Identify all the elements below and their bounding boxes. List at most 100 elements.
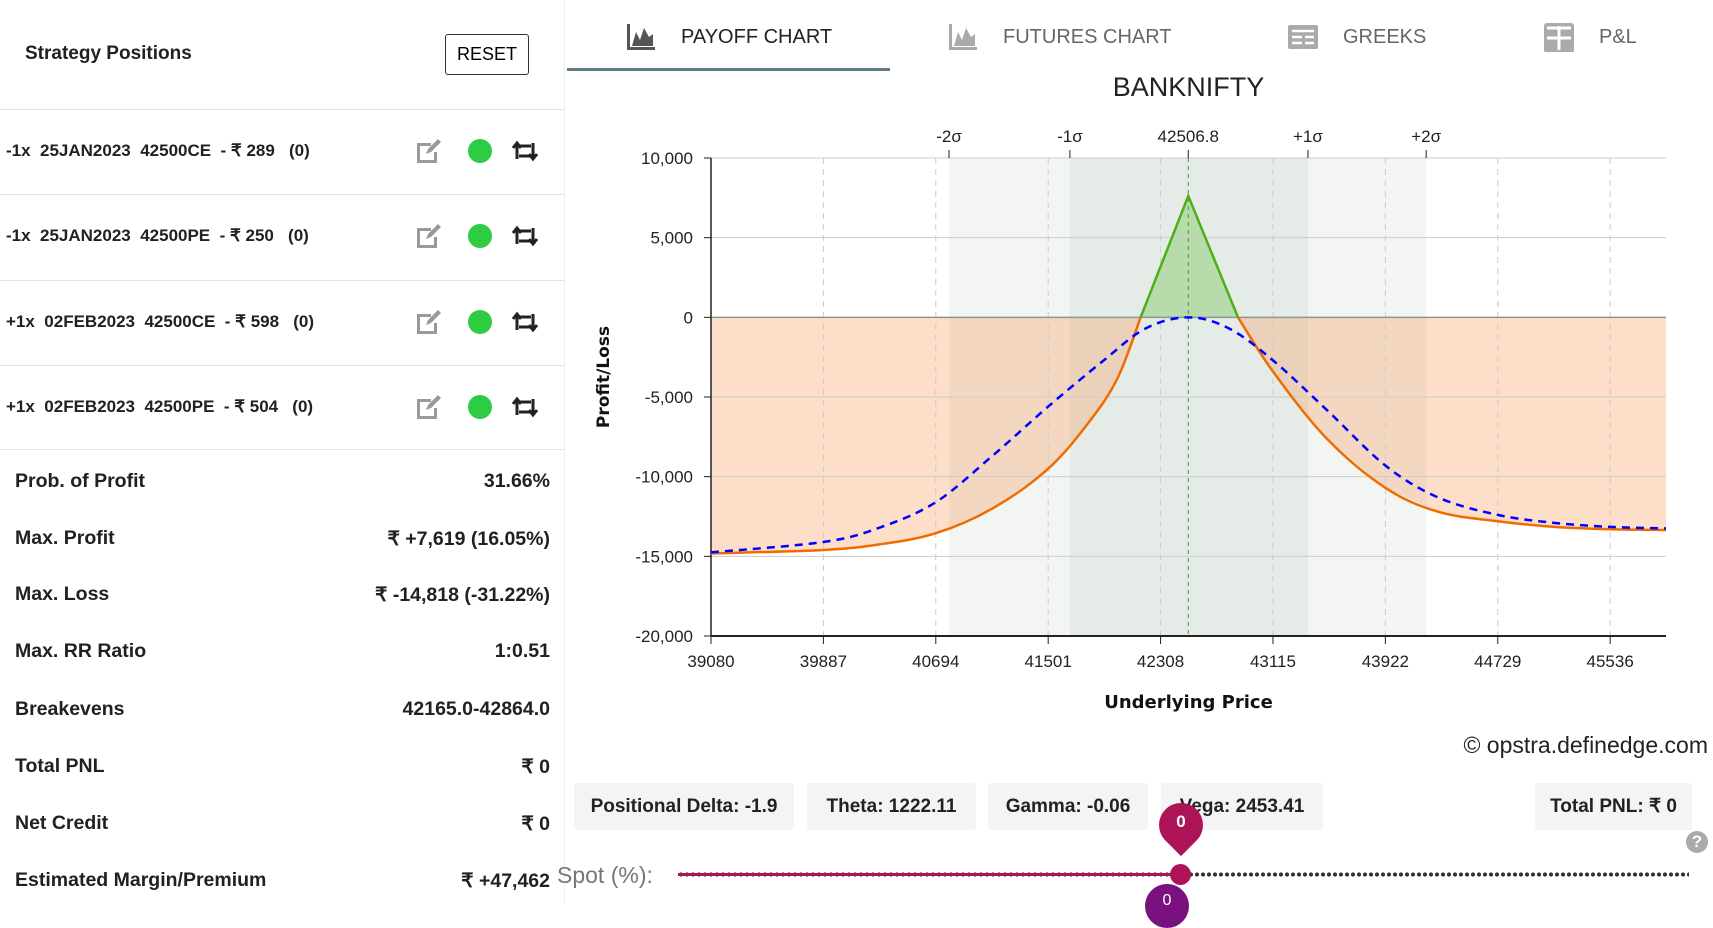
t0-line <box>710 316 1667 554</box>
divider <box>0 365 565 366</box>
slider-fill <box>678 873 1180 876</box>
y-tick-label: 0 <box>684 308 693 327</box>
swap-icon[interactable] <box>510 221 540 251</box>
y-tick-label: -5,000 <box>645 388 693 407</box>
divider <box>0 280 565 281</box>
stat-value: ₹ +7,619 (16.05%) <box>387 528 550 550</box>
total-pnl-box: Total PNL: ₹ 0 <box>1535 783 1692 830</box>
x-tick-label: 43922 <box>1362 652 1409 671</box>
stat-value: 31.66% <box>483 470 550 492</box>
y-tick-label: 5,000 <box>650 229 693 248</box>
active-toggle[interactable] <box>468 139 492 163</box>
vega-box: Vega: 2453.41 <box>1161 783 1323 830</box>
grid-icon <box>1544 23 1574 52</box>
x-axis-label: Underlying Price <box>1104 692 1273 713</box>
position-label: -1x 25JAN2023 42500CE - ₹ 289 (0) <box>6 141 310 160</box>
edit-icon[interactable] <box>414 307 444 337</box>
stat-label: Estimated Margin/Premium <box>15 869 267 891</box>
tab-3[interactable]: P&L <box>1541 22 1637 52</box>
strategy-panel: Strategy Positions RESET -1x 25JAN2023 4… <box>0 0 565 903</box>
slider-handle[interactable] <box>1170 864 1191 885</box>
active-toggle[interactable] <box>468 395 492 419</box>
sigma-label: +1σ <box>1293 127 1323 146</box>
edit-icon[interactable] <box>414 221 444 251</box>
divider <box>0 449 565 450</box>
stat-label: Breakevens <box>15 698 125 720</box>
x-tick-label: 42308 <box>1137 652 1184 671</box>
stat-value: 42165.0-42864.0 <box>402 698 550 720</box>
position-label: -1x 25JAN2023 42500PE - ₹ 250 (0) <box>6 226 309 245</box>
active-toggle[interactable] <box>468 310 492 334</box>
x-tick-label: 43115 <box>1250 652 1296 671</box>
spot-label: Spot (%): <box>557 862 653 888</box>
x-tick-label: 45536 <box>1587 652 1634 671</box>
tab-1[interactable]: FUTURES CHART <box>945 22 1172 52</box>
y-tick-label: 10,000 <box>641 149 693 168</box>
x-tick-label: 41501 <box>1025 652 1072 671</box>
stat-label: Max. Profit <box>15 527 115 549</box>
stat-value: ₹ 0 <box>521 756 550 778</box>
delta-box: Positional Delta: -1.9 <box>574 783 794 830</box>
stat-row: Max. RR Ratio 1:0.51 <box>15 640 550 663</box>
stat-row: Max. Loss ₹ -14,818 (-31.22%) <box>15 583 550 607</box>
stat-row: Prob. of Profit 31.66% <box>15 470 550 493</box>
spot-label: 42506.8 <box>1158 127 1219 146</box>
x-tick-label: 39887 <box>800 652 847 671</box>
profit-area <box>1140 195 1239 318</box>
sigma-label: -1σ <box>1057 127 1083 146</box>
stat-row: Max. Profit ₹ +7,619 (16.05%) <box>15 527 550 551</box>
tab-label: PAYOFF CHART <box>681 25 833 48</box>
expiry-loss-line <box>710 316 1142 555</box>
active-toggle[interactable] <box>468 224 492 248</box>
stat-row: Net Credit ₹ 0 <box>15 812 550 836</box>
payoff-chart: 39080 39887 40694 41501 42308 43115 43922 44729… <box>594 72 1667 713</box>
stat-label: Prob. of Profit <box>15 470 145 492</box>
area-chart-icon <box>949 24 977 50</box>
help-icon[interactable]: ? <box>1686 831 1708 853</box>
stat-value: ₹ -14,818 (-31.22%) <box>375 584 550 606</box>
tab-0[interactable]: PAYOFF CHART <box>623 22 832 52</box>
stat-row: Estimated Margin/Premium ₹ +47,462 <box>15 869 550 893</box>
tab-label: FUTURES CHART <box>1003 25 1172 48</box>
stat-label: Max. Loss <box>15 583 110 605</box>
x-tick-label: 39080 <box>687 652 734 671</box>
stat-row: Total PNL ₹ 0 <box>15 755 550 779</box>
slider-lower-pin: 0 <box>1145 884 1189 928</box>
table-icon <box>1288 25 1318 49</box>
tab-2[interactable]: GREEKS <box>1285 22 1426 52</box>
edit-icon[interactable] <box>414 392 444 422</box>
divider <box>0 194 565 195</box>
sigma-label: -2σ <box>936 127 962 146</box>
edit-icon[interactable] <box>414 136 444 166</box>
active-tab-indicator <box>567 68 890 71</box>
position-label: +1x 02FEB2023 42500PE - ₹ 504 (0) <box>6 397 314 416</box>
position-label: +1x 02FEB2023 42500CE - ₹ 598 (0) <box>6 312 315 331</box>
divider <box>0 109 565 110</box>
stat-value: ₹ +47,462 <box>461 870 550 892</box>
area-chart-icon <box>627 24 655 50</box>
stat-label: Total PNL <box>15 755 105 777</box>
x-tick-label: 40694 <box>912 652 959 671</box>
y-tick-label: -15,000 <box>635 547 693 566</box>
slider-value: 0 <box>1176 812 1186 831</box>
swap-icon[interactable] <box>510 307 540 337</box>
gamma-box: Gamma: -0.06 <box>988 783 1148 830</box>
expiry-loss-line <box>1236 316 1667 532</box>
expiry-profit-line <box>1139 192 1240 318</box>
stat-row: Breakevens 42165.0-42864.0 <box>15 698 550 721</box>
swap-icon[interactable] <box>510 136 540 166</box>
chart-title: BANKNIFTY <box>1113 72 1265 102</box>
y-tick-label: -20,000 <box>635 627 693 646</box>
stat-value: ₹ 0 <box>521 813 550 835</box>
copyright: © opstra.definedge.com <box>1463 732 1708 758</box>
sigma-label: +2σ <box>1411 127 1441 146</box>
swap-icon[interactable] <box>510 392 540 422</box>
x-tick-label: 44729 <box>1474 652 1521 671</box>
stat-label: Max. RR Ratio <box>15 640 147 662</box>
y-tick-label: -10,000 <box>635 468 693 487</box>
stat-value: 1:0.51 <box>494 640 550 662</box>
reset-button[interactable]: RESET <box>445 34 529 75</box>
tab-label: P&L <box>1599 25 1637 48</box>
stat-label: Net Credit <box>15 812 109 834</box>
theta-box: Theta: 1222.11 <box>807 783 976 830</box>
